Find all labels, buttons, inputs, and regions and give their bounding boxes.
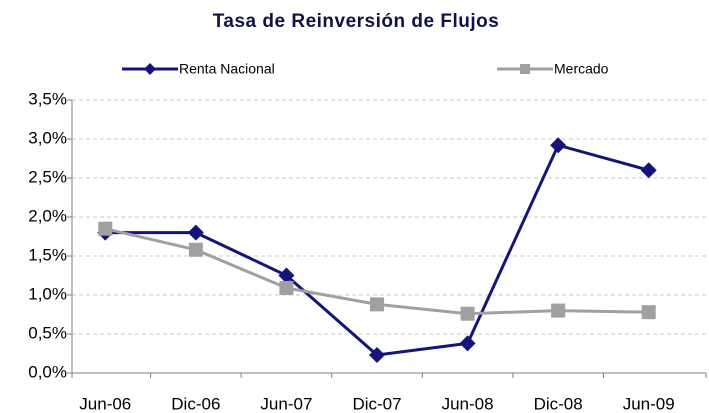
x-tick-label: Jun-07 xyxy=(260,394,312,413)
legend-marker xyxy=(144,63,156,75)
data-point xyxy=(641,305,656,320)
x-tick-label: Dic-07 xyxy=(352,394,401,413)
data-point xyxy=(188,242,203,257)
data-point xyxy=(640,162,657,179)
x-tick-label: Jun-06 xyxy=(79,394,131,413)
y-tick-label: 2,0% xyxy=(28,206,67,225)
data-point xyxy=(459,335,476,352)
series-line xyxy=(105,143,650,357)
y-tick-label: 1,5% xyxy=(28,245,67,264)
x-tick-label: Dic-08 xyxy=(534,394,583,413)
legend-label: Mercado xyxy=(554,61,609,77)
y-tick-label: 1,0% xyxy=(28,284,67,303)
data-point xyxy=(279,280,294,295)
y-tick-label: 0,5% xyxy=(28,323,67,342)
data-point xyxy=(460,306,475,321)
y-tick-label: 0,0% xyxy=(28,362,67,381)
y-tick-label: 3,0% xyxy=(28,128,67,147)
x-tick-label: Dic-06 xyxy=(171,394,220,413)
data-point xyxy=(187,224,204,241)
legend-label: Renta Nacional xyxy=(179,61,275,77)
data-point xyxy=(98,221,113,236)
data-point xyxy=(550,137,567,154)
data-point xyxy=(551,303,566,318)
y-tick-label: 2,5% xyxy=(28,167,67,186)
chart-title: Tasa de Reinversión de Flujos xyxy=(213,11,500,32)
y-tick-label: 3,5% xyxy=(28,89,67,108)
data-point xyxy=(370,297,384,312)
x-tick-label: Jun-08 xyxy=(442,394,494,413)
x-tick-label: Jun-09 xyxy=(623,394,675,413)
data-point xyxy=(369,347,385,364)
legend-marker xyxy=(520,64,530,74)
data-point xyxy=(278,267,295,284)
